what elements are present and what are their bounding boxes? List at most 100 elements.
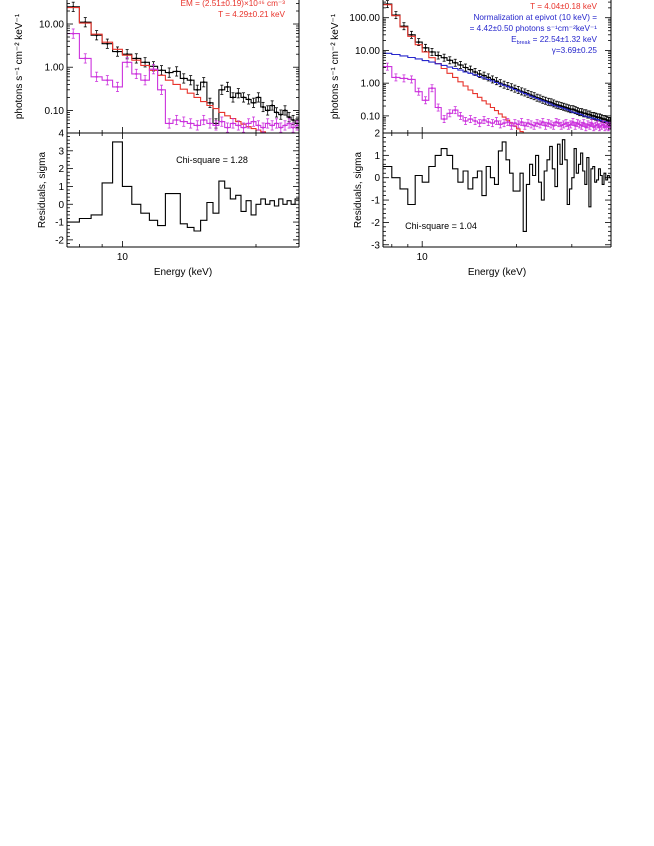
right-annotation: γ=3.69±0.25 bbox=[552, 46, 598, 55]
right-xtick-label: 10 bbox=[417, 252, 429, 263]
left-series-2-point bbox=[257, 124, 260, 127]
right-series-0-point bbox=[482, 74, 486, 77]
right-series-0-point bbox=[571, 108, 575, 111]
right-series-3-point bbox=[547, 122, 550, 125]
right-series-3-point bbox=[544, 124, 547, 127]
left-series-0-point bbox=[242, 96, 245, 99]
left-series-2-point bbox=[175, 118, 178, 122]
right-series-3-point bbox=[417, 90, 420, 93]
right-series-3-point bbox=[443, 117, 446, 121]
right-series-0-point bbox=[590, 114, 593, 117]
right-spec-ylabel: photons s⁻¹ cm⁻² keV⁻¹ bbox=[330, 13, 341, 119]
right-series-0-point bbox=[594, 115, 597, 118]
right-series-0-point bbox=[454, 61, 457, 64]
right-series-0-point bbox=[523, 91, 526, 94]
right-series-0-point bbox=[592, 114, 595, 117]
left-series-2-point bbox=[292, 126, 295, 129]
right-series-0-point bbox=[495, 80, 498, 83]
right-series-3-point bbox=[600, 124, 603, 127]
right-series-3-point bbox=[530, 123, 533, 126]
right-series-0-point bbox=[487, 76, 490, 79]
left-series-2-point bbox=[72, 32, 75, 35]
right-res-ylabel: Residuals, sigma bbox=[353, 151, 364, 228]
right-series-0-point bbox=[557, 104, 560, 107]
right-series-3-point bbox=[520, 120, 523, 124]
left-series-2-point bbox=[288, 122, 291, 125]
left-series-0-point bbox=[182, 77, 185, 80]
right-series-0-point bbox=[576, 110, 579, 113]
right-series-0-point bbox=[417, 40, 420, 44]
left-series-0-point bbox=[106, 42, 109, 45]
right-series-3-point bbox=[487, 120, 490, 124]
right-series-0-point bbox=[578, 111, 581, 114]
right-series-3-point bbox=[557, 122, 560, 125]
right-series-3-point bbox=[605, 124, 608, 127]
left-series-2-point bbox=[226, 126, 229, 129]
left-spec-ytick-label: 1.00 bbox=[45, 63, 65, 74]
right-res-ytick-label: -1 bbox=[371, 196, 380, 207]
left-series-2-point bbox=[247, 122, 250, 125]
right-series-0-point bbox=[552, 102, 555, 105]
left-series-0-line bbox=[67, 6, 299, 124]
left-series-2-point bbox=[271, 124, 274, 127]
left-series-0-point bbox=[288, 116, 291, 119]
right-series-3-point bbox=[430, 87, 434, 90]
right-series-0-point bbox=[602, 117, 605, 121]
right-series-0-point bbox=[603, 117, 607, 121]
right-series-3-point bbox=[517, 123, 520, 126]
right-series-3-point bbox=[454, 109, 457, 112]
right-series-0-point bbox=[424, 46, 427, 49]
left-residual-line bbox=[67, 141, 299, 232]
right-series-3-point bbox=[424, 99, 427, 102]
left-spec-ylabel: photons s⁻¹ cm⁻² keV⁻¹ bbox=[14, 13, 25, 119]
right-series-0-point bbox=[584, 112, 587, 115]
right-series-0-point bbox=[569, 108, 572, 111]
right-series-0-point bbox=[598, 116, 601, 119]
left-series-2-line bbox=[67, 33, 299, 129]
right-series-0-point bbox=[549, 101, 553, 104]
left-series-0-point bbox=[292, 118, 295, 122]
right-series-3-point bbox=[495, 119, 498, 123]
left-res-ytick-label: 0 bbox=[58, 200, 64, 211]
right-series-3-point bbox=[448, 112, 451, 115]
left-series-2-point bbox=[214, 124, 218, 127]
right-series-3-point bbox=[523, 124, 526, 127]
right-series-0-point bbox=[478, 72, 481, 76]
left-xtick-label: 10 bbox=[117, 252, 129, 263]
right-series-0-point bbox=[473, 70, 477, 74]
right-spectrum-plot bbox=[383, 0, 611, 133]
left-series-2-point bbox=[283, 124, 287, 127]
right-residual-line bbox=[383, 139, 611, 232]
left-series-2-point bbox=[106, 79, 109, 82]
right-series-3-point bbox=[569, 123, 572, 126]
right-series-0-point bbox=[410, 33, 413, 36]
right-chisq-label: Chi-square = 1.04 bbox=[405, 221, 477, 231]
right-series-3-point bbox=[607, 126, 610, 129]
left-series-0-point bbox=[175, 70, 178, 73]
right-series-3-point bbox=[555, 120, 558, 124]
left-series-2-point bbox=[189, 122, 192, 125]
left-series-2-point bbox=[160, 88, 163, 91]
right-series-3-point bbox=[491, 122, 494, 125]
left-series-0-point bbox=[160, 69, 163, 72]
right-series-3-point bbox=[562, 123, 565, 126]
right-series-3-point bbox=[580, 124, 583, 127]
left-series-2-point bbox=[242, 126, 245, 129]
right-series-0-point bbox=[582, 112, 585, 115]
right-series-3-point bbox=[473, 119, 477, 123]
right-series-3-point bbox=[582, 122, 585, 125]
right-spec-ytick-label: 10.00 bbox=[355, 46, 380, 57]
right-series-0-point bbox=[588, 113, 591, 116]
left-series-2-point bbox=[182, 120, 185, 123]
right-series-0-point bbox=[560, 104, 563, 108]
right-series-0-point bbox=[574, 109, 577, 112]
right-series-3-point bbox=[594, 124, 597, 127]
right-series-3-line bbox=[383, 66, 611, 128]
left-series-0-point bbox=[252, 101, 255, 104]
right-res-ytick-label: 1 bbox=[374, 151, 380, 162]
left-series-0-point bbox=[257, 96, 260, 99]
left-res-ytick-label: 1 bbox=[58, 182, 64, 193]
left-residual-plot bbox=[67, 141, 299, 232]
